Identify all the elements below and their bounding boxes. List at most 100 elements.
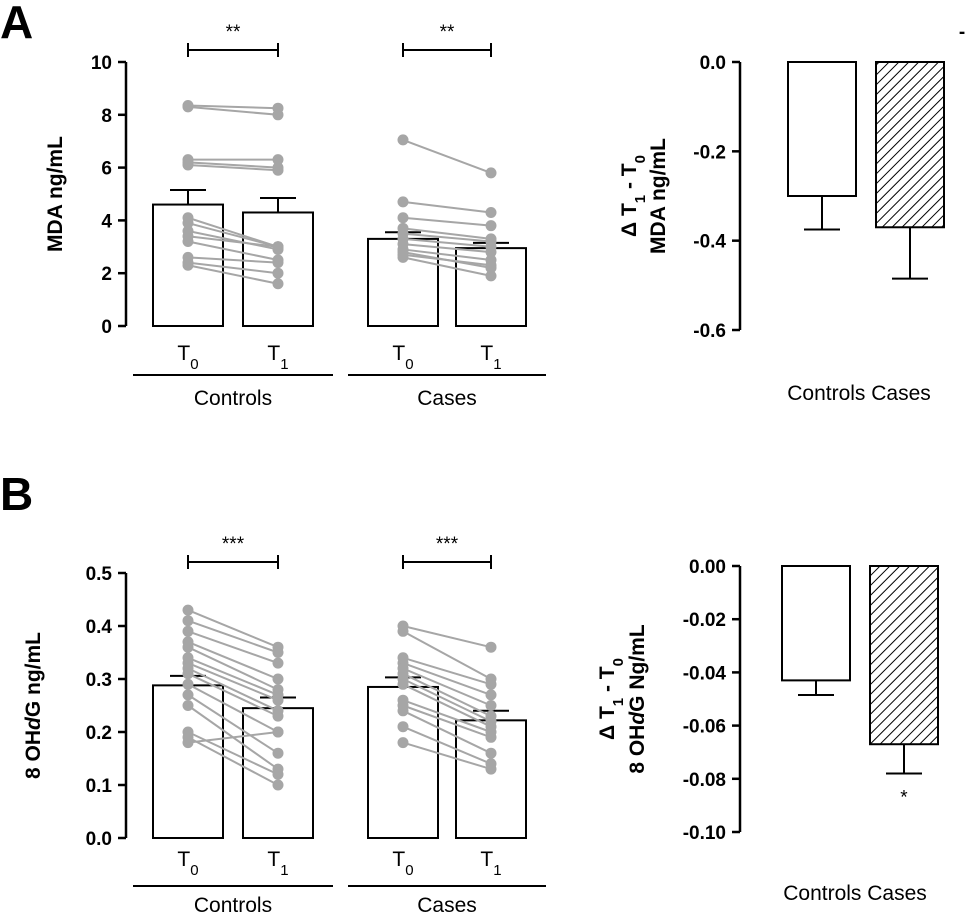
significance-label: *** [222,534,245,555]
point-t0 [397,721,409,733]
pair-line [187,104,279,110]
point-t1 [485,678,497,690]
pair-line [402,672,492,718]
point-t0 [397,212,409,224]
point-t1 [485,262,497,274]
pair-line [402,630,492,680]
bar-controls [781,565,851,682]
pair-line [187,609,279,649]
x-tick-label: T1 [480,342,501,373]
y-tick-label: 0.2 [86,723,112,744]
point-t0 [182,689,194,701]
pair-line [402,256,492,277]
pair-line [402,741,492,771]
pair-line [402,667,492,707]
significance-label: * [900,787,908,808]
point-t1 [272,779,284,791]
point-t0 [182,159,194,171]
x-tick-label: T1 [267,848,288,879]
pair-line [187,683,279,733]
bar-cases [869,565,939,746]
y-tick-label: 6 [101,159,112,180]
point-t0 [182,615,194,627]
y-tick-label: -0.6 [693,321,726,342]
point-t0 [182,678,194,690]
pair-line [402,237,492,248]
group-label: Cases [417,387,477,410]
point-t0 [397,196,409,208]
point-t0 [397,134,409,146]
point-t1 [485,731,497,743]
y-tick-label: 2 [101,264,112,285]
pair-line [187,731,279,776]
pair-line [187,222,279,248]
group-label: Controls [194,894,272,917]
point-t0 [182,625,194,637]
point-t1 [272,154,284,166]
y-tick-label: -0.4 [693,232,726,253]
point-t0 [182,259,194,271]
pair-line [187,161,279,169]
pair-line [187,235,279,248]
y-tick-label: 4 [101,211,112,232]
pair-line [187,662,279,702]
x-tick-label: T0 [392,342,413,373]
y-tick-label: -0.2 [693,142,726,163]
pair-line [402,662,492,696]
pair-line [402,678,492,723]
pair-line [402,138,492,174]
bar-cases [875,61,945,229]
y-tick-label: -0.10 [683,823,726,844]
point-t1 [485,206,497,218]
point-t0 [397,705,409,717]
point-t1 [272,726,284,738]
point-t1 [272,657,284,669]
point-t0 [182,737,194,749]
pair-line [187,672,279,718]
pair-line [402,656,492,686]
pair-line [187,105,279,116]
pair-line [402,232,492,243]
group-label: Controls [194,387,272,410]
point-t1 [485,700,497,711]
point-t1 [272,694,284,706]
pair-line [187,731,279,744]
pair-line [187,229,279,251]
pair-line [187,256,279,264]
point-t1 [485,747,497,759]
point-t0 [182,668,194,680]
pair-line [402,227,492,240]
point-t1 [485,246,497,258]
group-label: Cases [417,894,477,917]
pair-line [402,243,492,254]
point-t1 [272,109,284,121]
point-t1 [272,647,284,658]
pair-line [402,248,492,261]
point-t1 [272,257,284,269]
pair-line [187,667,279,712]
point-t1 [272,747,284,759]
y-axis-label-line2: 8 OHdG Ng/mL [626,624,649,774]
corner-mark: - [959,22,965,43]
panel-letter-a: A [0,0,33,48]
pair-line [402,725,492,765]
panel-b-paired-chart: 0.0 0.1 0.2 0.3 0.4 0.5 8 OHdG ng/mL T0 T1 Contro… [22,534,546,917]
y-tick-label: 0.5 [86,564,113,585]
pair-line [402,699,492,733]
point-t0 [182,604,194,616]
y-tick-label: -0.06 [683,717,726,738]
pair-line [402,704,492,739]
y-tick-label: 0.1 [86,776,113,797]
pair-line [187,694,279,755]
x-tick-label: T0 [177,848,198,879]
panel-b-delta-chart: 0.00 -0.02 -0.04 -0.06 -0.08 -0.10 Δ T1 - T08 … [596,557,939,905]
pair-line [187,630,279,665]
x-tick-label: T0 [177,342,198,373]
pair-line [187,656,279,696]
pair-line [402,625,492,649]
point-t0 [397,246,409,258]
y-tick-label: 8 [101,106,112,127]
y-axis-label: 8 OHdG ng/mL [22,632,45,779]
